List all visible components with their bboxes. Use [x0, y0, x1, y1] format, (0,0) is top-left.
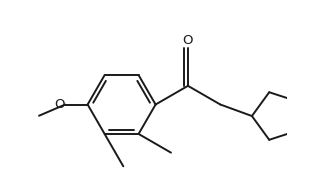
Text: O: O: [183, 34, 193, 47]
Text: O: O: [54, 98, 64, 111]
